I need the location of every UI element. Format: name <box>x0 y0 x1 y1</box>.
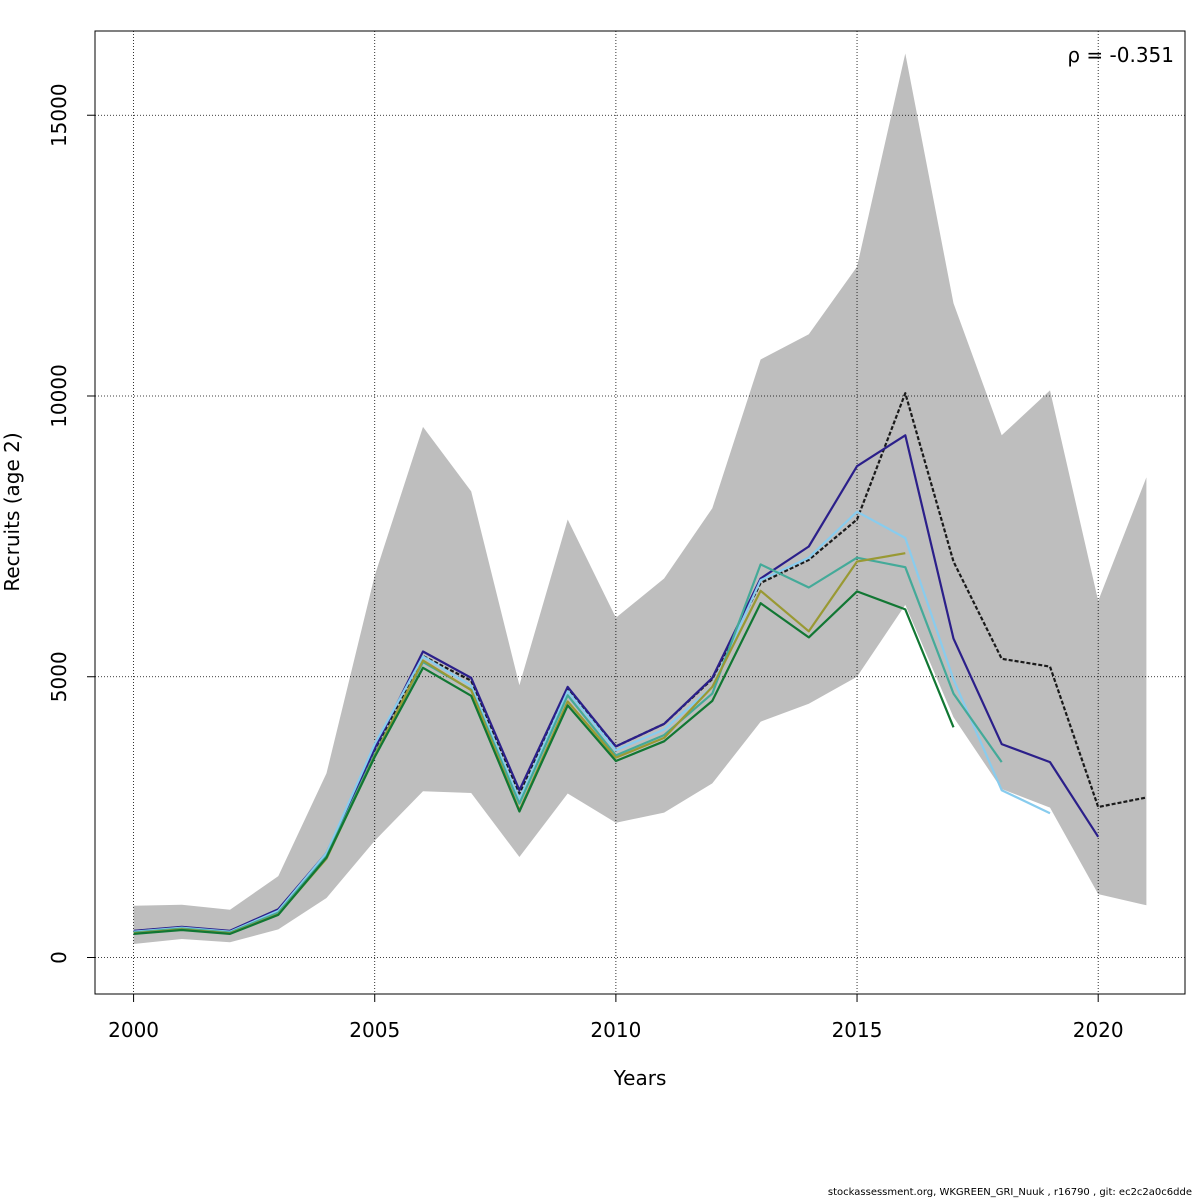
x-tick-label-2020: 2020 <box>1073 1018 1124 1042</box>
rho-annotation: ρ = -0.351 <box>1067 43 1174 67</box>
y-axis: 0 5000 10000 15000 <box>47 83 96 964</box>
x-tick-label-2005: 2005 <box>349 1018 400 1042</box>
x-axis: 2000 2005 2010 2015 2020 <box>108 993 1124 1042</box>
x-tick-label-2010: 2010 <box>590 1018 641 1042</box>
confidence-band <box>133 53 1147 944</box>
y-tick-label-10000: 10000 <box>47 364 71 428</box>
y-axis-title: Recruits (age 2) <box>0 432 24 591</box>
x-tick-label-2000: 2000 <box>108 1018 159 1042</box>
y-tick-label-15000: 15000 <box>47 83 71 147</box>
footer-source-text: stockassessment.org, WKGREEN_GRI_Nuuk , … <box>827 1187 1192 1198</box>
series-line-3 <box>133 510 1051 933</box>
x-tick-label-2015: 2015 <box>832 1018 883 1042</box>
series-line-6 <box>133 590 955 936</box>
series-line-4 <box>133 556 1003 934</box>
y-tick-label-5000: 5000 <box>47 651 71 702</box>
y-tick-label-0: 0 <box>47 951 71 964</box>
series-layer <box>133 392 1147 936</box>
x-axis-title: Years <box>613 1066 667 1090</box>
confidence-band-layer <box>133 53 1147 944</box>
